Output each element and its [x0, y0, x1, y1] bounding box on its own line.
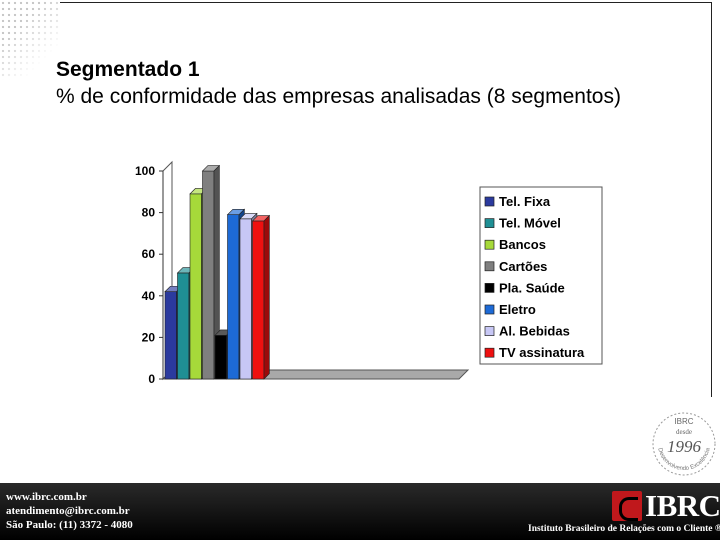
bar-front: [227, 214, 240, 380]
ibrc-logo-icon: [612, 491, 642, 521]
seal-year: 1996: [667, 437, 702, 456]
bar: [251, 214, 271, 380]
chart-legend: Tel. Fixa Tel. Móvel Bancos Cartões Pla. Saú…: [479, 186, 603, 365]
slide-subtitle: % de conformidade das empresas analisada…: [56, 85, 621, 108]
bar-front: [239, 218, 252, 380]
legend-label: Cartões: [499, 259, 547, 274]
top-border-line: [60, 2, 712, 3]
y-tick-label: 40: [142, 289, 156, 303]
legend-label: Tel. Móvel: [499, 216, 561, 231]
slide-title: Segmentado 1: [56, 58, 200, 81]
legend-swatch: [484, 239, 495, 250]
bar-front: [202, 170, 215, 380]
legend-label: Bancos: [499, 237, 546, 252]
legend-label: TV assinatura: [499, 345, 585, 360]
bar-front: [252, 220, 265, 380]
chart-bars: [164, 164, 271, 380]
ibrc-seal: IBRC desde 1996 Desenvolvendo Excelência: [652, 412, 716, 476]
seal-middle-text: desde: [676, 428, 692, 436]
legend-swatch: [484, 326, 495, 336]
seal-top-text: IBRC: [674, 417, 693, 426]
footer-email[interactable]: atendimento@ibrc.com.br: [6, 505, 130, 517]
ibrc-logo: IBRC: [612, 489, 720, 523]
y-tick-label: 80: [142, 206, 156, 220]
legend-swatch: [484, 304, 495, 315]
footer-phone: São Paulo: (11) 3372 - 4080: [6, 519, 133, 531]
bar-front: [177, 272, 190, 380]
slide-title-block: Segmentado 1 % de conformidade das empre…: [56, 56, 656, 110]
y-axis-ticks: 0 20 40 60 80 100: [135, 164, 163, 386]
legend-box: [479, 186, 603, 365]
legend-swatch: [484, 283, 495, 293]
legend-label: Al. Bebidas: [499, 324, 570, 339]
legend-swatch: [484, 261, 495, 272]
footer-tagline: Instituto Brasileiro de Relações com o C…: [528, 524, 720, 534]
footer-bar: www.ibrc.com.br atendimento@ibrc.com.br …: [0, 483, 720, 540]
footer-website[interactable]: www.ibrc.com.br: [6, 491, 87, 503]
legend-label: Tel. Fixa: [499, 194, 551, 209]
decorative-dot-pattern: [0, 0, 60, 80]
legend-swatch: [484, 218, 495, 228]
right-border-line: [711, 2, 712, 397]
y-tick-label: 0: [148, 372, 155, 386]
legend-swatch: [484, 347, 495, 358]
y-tick-label: 60: [142, 247, 156, 261]
bar-front: [189, 193, 202, 380]
footer-contact: www.ibrc.com.br atendimento@ibrc.com.br …: [6, 490, 133, 532]
seal-ring: [652, 412, 716, 476]
legend-label: Eletro: [499, 302, 536, 317]
y-tick-label: 20: [142, 330, 156, 344]
ibrc-logo-text: IBRC: [645, 488, 720, 523]
bar-front: [164, 291, 177, 380]
bar-front: [214, 335, 227, 380]
y-tick-label: 100: [135, 164, 155, 178]
bar-side: [263, 214, 270, 380]
legend-label: Pla. Saúde: [499, 280, 565, 295]
legend-swatch: [484, 196, 495, 207]
